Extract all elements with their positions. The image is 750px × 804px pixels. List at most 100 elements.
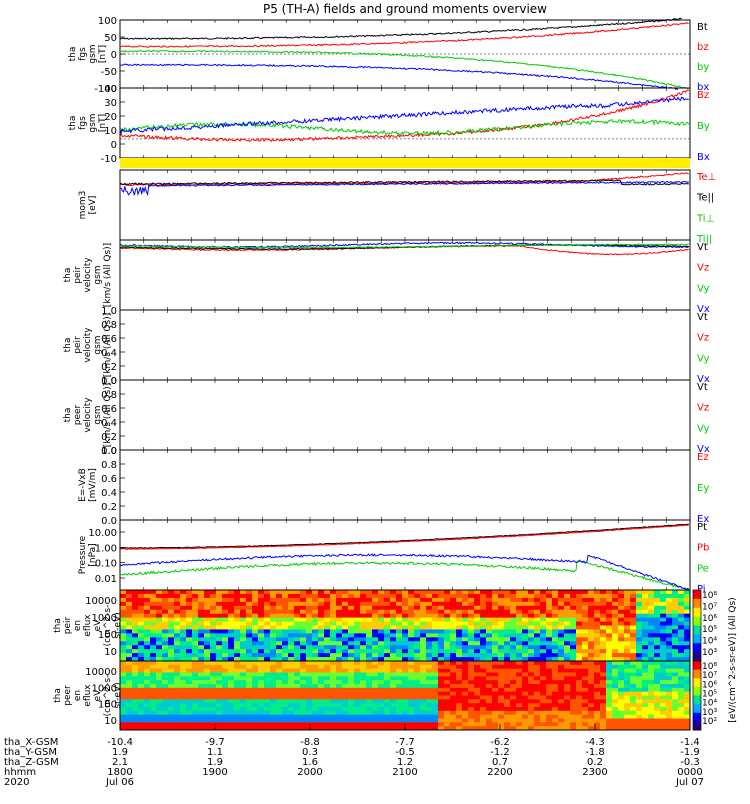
peir-eflux-cell bbox=[636, 637, 643, 642]
peir-eflux-cell bbox=[450, 645, 457, 650]
upper-colorbar-swatch bbox=[693, 639, 701, 642]
peer-eflux-cell bbox=[204, 687, 211, 693]
peer-eflux-cell bbox=[678, 680, 685, 685]
peir-eflux-cell bbox=[414, 657, 421, 662]
peer-eflux-cell bbox=[294, 691, 301, 696]
peer-eflux-cell bbox=[318, 676, 325, 681]
peer-eflux-cell bbox=[498, 707, 505, 712]
peer-eflux-cell bbox=[222, 726, 229, 731]
peer-eflux-cell bbox=[324, 699, 331, 704]
density-Ni-line bbox=[119, 179, 689, 186]
peer-eflux-cell bbox=[222, 703, 229, 708]
peer-eflux-cell bbox=[246, 672, 253, 677]
peir-eflux-cell bbox=[192, 637, 199, 642]
peer-eflux-cell bbox=[660, 695, 667, 700]
peer-eflux-cell bbox=[414, 672, 421, 677]
peer-eflux-cell bbox=[582, 680, 589, 685]
peer-eflux-cell bbox=[432, 661, 439, 666]
peer-eflux-cell bbox=[450, 676, 457, 681]
peir-eflux-cell bbox=[456, 641, 463, 646]
peer-eflux-cell bbox=[306, 672, 313, 677]
peir-eflux-cell bbox=[636, 621, 643, 626]
peer-eflux-cell bbox=[396, 703, 403, 708]
x-axis-table: tha_X-GSM -10.4 -9.7 -8.8 -7.7 -6.2 -4.3 -1.4th… bbox=[4, 724, 704, 788]
peir-eflux-cell bbox=[156, 597, 163, 603]
peer-eflux-cell bbox=[198, 661, 205, 666]
peir-eflux-cell bbox=[150, 637, 157, 642]
peir-eflux-cell bbox=[684, 601, 691, 607]
peir-eflux-cell bbox=[150, 657, 157, 662]
peer-eflux-cell bbox=[354, 691, 361, 696]
peir-eflux-cell bbox=[594, 633, 601, 638]
peer-eflux-cell bbox=[186, 676, 193, 681]
peer-eflux-cell bbox=[666, 726, 673, 731]
peer-velocity-ylabel: gsm bbox=[93, 405, 103, 424]
peer-eflux-cell bbox=[672, 699, 679, 704]
peir-eflux-cell bbox=[192, 605, 199, 611]
peer-eflux-cell bbox=[564, 710, 571, 716]
peir-eflux-cell bbox=[648, 601, 655, 607]
peir-eflux-cell bbox=[132, 641, 139, 646]
peer-eflux-cell bbox=[618, 676, 625, 681]
peer-eflux-cell bbox=[576, 703, 583, 708]
peer-eflux-cell bbox=[360, 684, 367, 689]
peir-eflux-cell bbox=[474, 601, 481, 607]
peer-eflux-cell bbox=[678, 672, 685, 677]
peir-eflux-cell bbox=[300, 609, 307, 615]
peer-eflux-cell bbox=[426, 680, 433, 685]
peer-eflux-cell bbox=[204, 695, 211, 700]
peer-eflux-cell bbox=[510, 718, 517, 723]
peir-eflux-cell bbox=[672, 649, 679, 654]
peer-eflux-cell bbox=[138, 695, 145, 700]
peir-eflux-cell bbox=[444, 649, 451, 654]
fgs-dsl-Bx-line bbox=[119, 96, 689, 135]
peer-eflux-cell bbox=[588, 695, 595, 700]
peir-eflux-cell bbox=[672, 597, 679, 603]
peir-eflux-cell bbox=[402, 637, 409, 642]
peer-eflux-cell bbox=[216, 676, 223, 681]
efield-legend-0: Ez bbox=[697, 452, 709, 463]
peer-eflux-cell bbox=[174, 672, 181, 677]
peer-eflux-cell bbox=[252, 703, 259, 708]
peir-eflux-cell bbox=[216, 633, 223, 638]
peir-eflux-cell bbox=[642, 637, 649, 642]
peir-eflux-cell bbox=[348, 605, 355, 611]
peer-eflux-cell bbox=[444, 691, 451, 696]
peer-eflux-cell bbox=[132, 664, 139, 670]
peer-eflux-cell bbox=[330, 664, 337, 670]
peer-eflux-cell bbox=[564, 661, 571, 666]
peer-eflux-cell bbox=[390, 726, 397, 731]
peir-eflux-cell bbox=[258, 625, 265, 630]
peer-eflux-cell bbox=[186, 664, 193, 670]
peer-eflux-cell bbox=[504, 695, 511, 700]
peir-eflux-cell bbox=[522, 625, 529, 630]
peir-eflux-cell bbox=[252, 597, 259, 603]
peer-eflux-ytick-label: 100 bbox=[98, 700, 117, 711]
peer-eflux-cell bbox=[216, 687, 223, 693]
peer-eflux-cell bbox=[294, 707, 301, 712]
peer-eflux-cell bbox=[420, 672, 427, 677]
peir-eflux-cell bbox=[432, 645, 439, 650]
peir-eflux-cell bbox=[162, 593, 169, 599]
peer-eflux-cell bbox=[228, 726, 235, 731]
peer-eflux-cell bbox=[564, 695, 571, 700]
peer-eflux-cell bbox=[276, 699, 283, 704]
peer-eflux-cell bbox=[228, 672, 235, 677]
peir-eflux-ytick-label: 10 bbox=[104, 647, 117, 658]
peir-eflux-cell bbox=[426, 593, 433, 599]
peir-eflux-cell bbox=[138, 597, 145, 603]
peir-eflux-cell bbox=[282, 590, 289, 595]
peir-eflux-cell bbox=[294, 613, 301, 619]
peir-eflux-cell bbox=[156, 637, 163, 642]
peir-eflux-cell bbox=[468, 653, 475, 658]
peir-eflux-cell bbox=[276, 609, 283, 615]
peer-eflux-cell bbox=[306, 661, 313, 666]
peir-eflux-cell bbox=[510, 613, 517, 619]
peer-eflux-cell bbox=[396, 664, 403, 670]
peir-eflux-cell bbox=[342, 625, 349, 630]
peer-eflux-cell bbox=[516, 695, 523, 700]
peir-eflux-cell bbox=[144, 641, 151, 646]
peir-eflux-cell bbox=[606, 613, 613, 619]
peer-eflux-cell bbox=[324, 714, 331, 719]
lower-colorbar-swatch bbox=[693, 685, 701, 688]
